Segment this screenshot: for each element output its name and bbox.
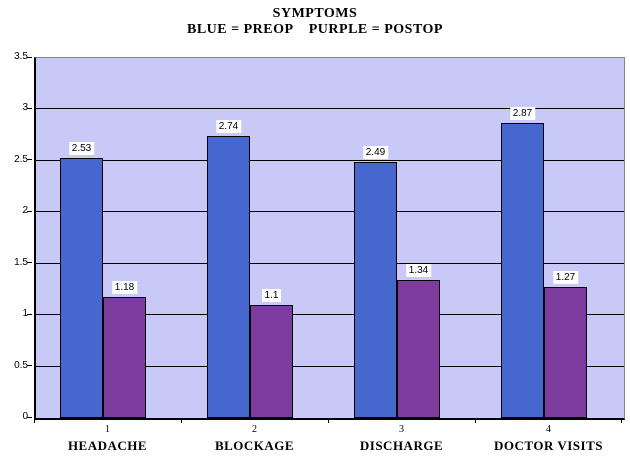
x-axis-tick bbox=[34, 419, 35, 423]
y-axis-tick bbox=[27, 365, 32, 367]
y-axis-tick bbox=[27, 159, 32, 161]
bar-preop-2 bbox=[207, 136, 250, 418]
bar-preop-4 bbox=[501, 122, 544, 418]
gridline bbox=[36, 314, 624, 316]
x-axis-category-number-1: 1 bbox=[105, 424, 110, 435]
data-label-postop-2: 1.1 bbox=[261, 288, 282, 302]
data-label-postop-4: 1.27 bbox=[552, 271, 579, 285]
y-axis-label-1.5: 1.5 bbox=[14, 256, 28, 268]
x-axis-category-number-4: 4 bbox=[546, 424, 551, 435]
bar-preop-1 bbox=[60, 157, 103, 418]
y-axis-tick bbox=[27, 416, 32, 418]
bar-preop-3 bbox=[354, 161, 397, 418]
gridline bbox=[36, 365, 624, 367]
y-axis-label-0.5: 0.5 bbox=[14, 359, 28, 371]
x-axis-category-number-2: 2 bbox=[252, 424, 257, 435]
x-axis-category-name-2: BLOCKAGE bbox=[214, 438, 295, 453]
y-axis-label-3: 3 bbox=[22, 102, 28, 114]
bar-postop-2 bbox=[250, 304, 293, 418]
data-label-preop-2: 2.74 bbox=[215, 120, 242, 134]
bar-postop-4 bbox=[544, 287, 587, 418]
x-axis-category-name-3: DISCHARGE bbox=[359, 438, 444, 453]
gridline bbox=[36, 159, 624, 161]
y-axis-tick bbox=[27, 56, 32, 58]
x-axis-tick bbox=[475, 419, 476, 423]
gridline bbox=[36, 262, 624, 264]
y-axis-tick bbox=[27, 313, 32, 315]
gridline bbox=[36, 211, 624, 213]
data-label-postop-3: 1.34 bbox=[405, 264, 432, 278]
x-axis-category-number-3: 3 bbox=[399, 424, 404, 435]
chart-title: SYMPTOMS bbox=[272, 6, 358, 21]
y-axis-label-2: 2 bbox=[22, 205, 28, 217]
data-label-preop-4: 2.87 bbox=[509, 106, 536, 120]
plot-area: 2.53 2.74 2.49 2.87 1.18 1.1 1.34 1.27 bbox=[34, 57, 625, 420]
chart-subtitle: BLUE = PREOP PURPLE = POSTOP bbox=[186, 22, 443, 37]
y-axis-tick bbox=[27, 107, 32, 109]
bar-postop-1 bbox=[103, 296, 146, 418]
x-axis-tick bbox=[181, 419, 182, 423]
bar-postop-3 bbox=[397, 280, 440, 418]
y-axis-tick bbox=[27, 262, 32, 264]
x-axis-tick bbox=[621, 419, 622, 423]
x-axis-category-name-1: HEADACHE bbox=[67, 438, 148, 453]
y-axis-label-3.5: 3.5 bbox=[14, 51, 28, 62]
y-axis-label-2.5: 2.5 bbox=[14, 153, 28, 165]
gridline bbox=[36, 108, 624, 110]
y-axis-tick bbox=[27, 210, 32, 212]
y-axis-label-0: 0 bbox=[22, 411, 28, 422]
data-label-preop-1: 2.53 bbox=[68, 141, 95, 155]
data-label-postop-1: 1.18 bbox=[111, 280, 138, 294]
y-axis-label-1: 1 bbox=[22, 308, 28, 320]
data-label-preop-3: 2.49 bbox=[362, 145, 389, 159]
x-axis-tick bbox=[328, 419, 329, 423]
x-axis-category-name-4: DOCTOR VISITS bbox=[494, 438, 603, 453]
